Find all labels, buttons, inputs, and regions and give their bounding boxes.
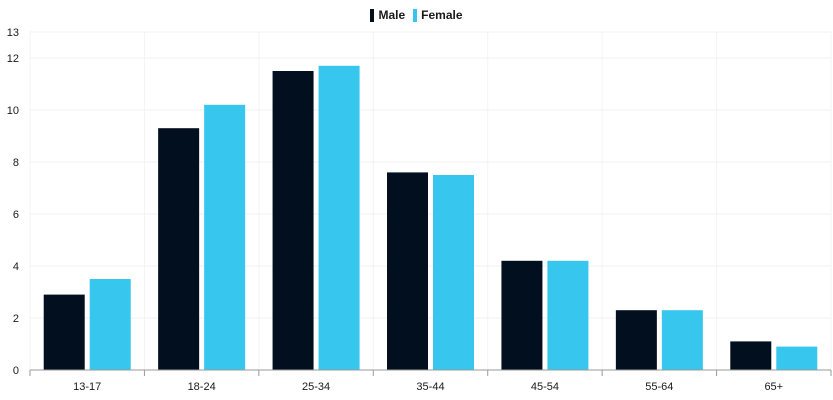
legend-item-female[interactable]: Female bbox=[413, 8, 463, 22]
bar-male-65+[interactable] bbox=[730, 341, 772, 370]
legend-label-male: Male bbox=[378, 8, 406, 22]
legend-swatch-male bbox=[370, 8, 375, 22]
bar-male-18-24[interactable] bbox=[158, 128, 200, 370]
x-tick-label: 45-54 bbox=[531, 381, 559, 393]
bar-male-35-44[interactable] bbox=[387, 172, 428, 370]
legend-swatch-female bbox=[413, 8, 418, 22]
y-tick-label: 13 bbox=[7, 27, 19, 39]
y-tick-label: 4 bbox=[13, 261, 19, 273]
y-tick-label: 12 bbox=[7, 53, 19, 65]
x-tick-label: 25-34 bbox=[302, 381, 330, 393]
bar-male-13-17[interactable] bbox=[43, 294, 85, 370]
axis-layer: 0 2 4 6 8 10 12 13 13-17 18-24 25-34 35-44 45-54 55-6… bbox=[7, 27, 832, 393]
bar-male-25-34[interactable] bbox=[272, 71, 314, 370]
x-tick-label: 55-64 bbox=[645, 381, 673, 393]
bar-female-18-24[interactable] bbox=[204, 104, 246, 371]
y-tick-label: 10 bbox=[7, 105, 19, 117]
y-tick-label: 6 bbox=[13, 209, 19, 221]
bar-female-13-17[interactable] bbox=[89, 279, 131, 370]
bar-female-45-54[interactable] bbox=[547, 260, 589, 370]
grid-layer bbox=[29, 31, 832, 370]
bar-male-55-64[interactable] bbox=[615, 310, 657, 370]
bar-female-55-64[interactable] bbox=[661, 310, 703, 370]
bars-layer bbox=[43, 65, 818, 371]
y-tick-label: 0 bbox=[13, 365, 19, 377]
y-tick-label: 2 bbox=[13, 313, 19, 325]
x-tick-label: 35-44 bbox=[416, 381, 444, 393]
x-tick-label: 65+ bbox=[764, 381, 783, 393]
bar-female-65+[interactable] bbox=[776, 346, 818, 370]
bar-male-45-54[interactable] bbox=[501, 260, 543, 370]
chart-legend: Male Female bbox=[0, 8, 833, 22]
y-tick-label: 8 bbox=[13, 157, 19, 169]
bar-female-35-44[interactable] bbox=[433, 175, 474, 370]
x-tick-label: 13-17 bbox=[73, 381, 101, 393]
x-tick-label: 18-24 bbox=[188, 381, 216, 393]
legend-item-male[interactable]: Male bbox=[370, 8, 405, 22]
bar-female-25-34[interactable] bbox=[318, 65, 360, 371]
legend-label-female: Female bbox=[421, 8, 463, 22]
